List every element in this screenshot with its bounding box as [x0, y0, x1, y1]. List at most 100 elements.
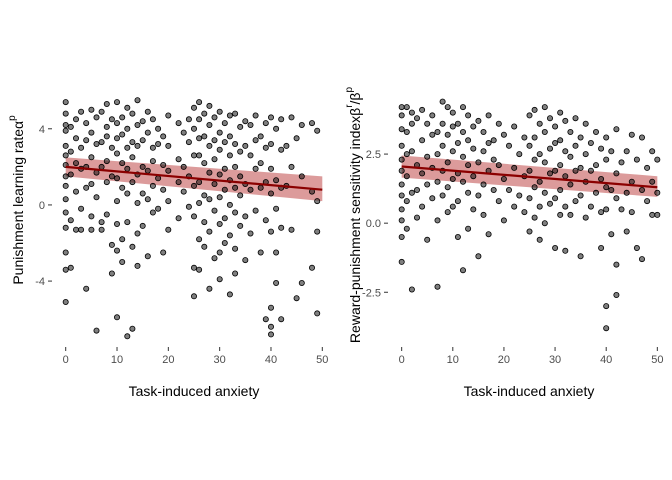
data-point [639, 186, 646, 193]
data-point [216, 171, 223, 178]
data-point [114, 150, 121, 157]
data-point [155, 125, 162, 132]
data-point [567, 128, 574, 135]
data-point [267, 228, 274, 235]
data-point [78, 108, 85, 115]
data-point [480, 148, 487, 155]
data-point [62, 196, 69, 203]
data-point [129, 110, 136, 117]
data-point [567, 153, 574, 160]
data-point [262, 144, 269, 151]
data-point [403, 173, 410, 180]
y-axis-title-right-suffix: /β [347, 92, 363, 104]
data-point [298, 279, 305, 286]
data-point [603, 156, 610, 163]
data-point [273, 279, 280, 286]
data-point [175, 215, 182, 222]
data-point [190, 213, 197, 220]
data-point [226, 291, 233, 298]
data-point [480, 181, 487, 188]
data-point [232, 163, 239, 170]
data-point [93, 194, 100, 201]
data-point [413, 115, 420, 122]
data-point [196, 99, 203, 106]
data-point [562, 247, 569, 254]
data-point [526, 112, 533, 119]
data-point [278, 116, 285, 123]
y-tick-label: -4 [35, 276, 45, 288]
data-point [190, 104, 197, 111]
data-point [88, 213, 95, 220]
data-point [459, 153, 466, 160]
data-point [283, 142, 290, 149]
data-point [495, 162, 502, 169]
data-point [536, 151, 543, 158]
data-point [175, 156, 182, 163]
data-point [73, 160, 80, 167]
data-point [149, 116, 156, 123]
data-point [500, 217, 507, 224]
data-point [278, 316, 285, 323]
data-point [511, 203, 518, 210]
data-point [165, 142, 172, 149]
data-point [139, 190, 146, 197]
data-point [119, 258, 126, 265]
data-point [103, 179, 110, 186]
data-point [185, 116, 192, 123]
x-tick-label: 50 [316, 354, 328, 366]
data-point [237, 222, 244, 229]
data-point [196, 135, 203, 142]
data-point [552, 195, 559, 202]
data-point [62, 173, 69, 180]
data-point [73, 226, 80, 233]
data-point [267, 140, 274, 147]
data-point [572, 115, 579, 122]
data-point [67, 217, 74, 224]
data-point [211, 255, 218, 262]
y-tick-label: 4 [39, 124, 45, 136]
data-point [119, 184, 126, 191]
y-tick-label: 0 [39, 200, 45, 212]
data-point [155, 205, 162, 212]
scatter-points-right [398, 98, 661, 332]
data-point [201, 133, 208, 140]
data-point [88, 154, 95, 161]
data-point [398, 181, 405, 188]
data-point [103, 101, 110, 108]
data-point [511, 123, 518, 130]
data-point [149, 158, 156, 165]
x-tick-label: 0 [63, 354, 69, 366]
data-point [475, 117, 482, 124]
data-point [267, 323, 274, 330]
data-point [88, 106, 95, 113]
data-point [119, 236, 126, 243]
data-point [593, 128, 600, 135]
data-point [408, 120, 415, 127]
data-point [242, 118, 249, 125]
data-point [175, 120, 182, 127]
data-point [139, 118, 146, 125]
data-point [160, 186, 167, 193]
data-point [196, 152, 203, 159]
data-point [226, 112, 233, 119]
data-point [398, 156, 405, 163]
data-point [470, 173, 477, 180]
data-point [242, 142, 249, 149]
data-point [490, 137, 497, 144]
data-point [278, 146, 285, 153]
data-point [613, 291, 620, 298]
data-point [613, 195, 620, 202]
data-point [216, 108, 223, 115]
data-point [587, 139, 594, 146]
data-point [221, 165, 228, 172]
data-point [572, 198, 579, 205]
data-point [62, 209, 69, 216]
data-point [541, 220, 548, 227]
data-point [165, 226, 172, 233]
data-point [598, 175, 605, 182]
data-point [180, 188, 187, 195]
data-point [190, 182, 197, 189]
data-point [434, 283, 441, 290]
data-point [603, 184, 610, 191]
data-point [190, 264, 197, 271]
